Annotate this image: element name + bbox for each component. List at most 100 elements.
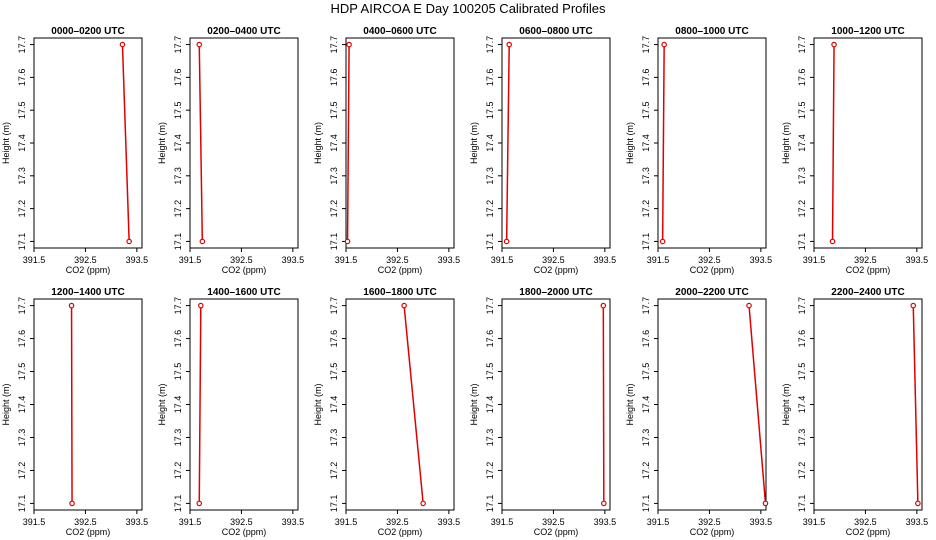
y-tick-label: 17.4: [17, 396, 27, 414]
x-tick-label: 391.5: [335, 255, 358, 265]
data-point: [68, 302, 75, 309]
y-tick-label: 17.5: [329, 101, 339, 119]
panel-title: 0000–0200 UTC: [51, 26, 124, 37]
panel-title: 1200–1400 UTC: [51, 287, 124, 298]
y-tick-label: 17.4: [329, 396, 339, 414]
x-tick-label: 393.5: [438, 517, 461, 527]
data-point: [196, 41, 203, 48]
y-tick-label: 17.1: [329, 233, 339, 251]
x-tick-label: 392.5: [542, 255, 565, 265]
y-tick-label: 17.1: [173, 495, 183, 513]
data-point: [344, 238, 351, 245]
data-point: [69, 500, 75, 507]
x-tick-label: 393.5: [906, 255, 929, 265]
x-tick-label: 393.5: [282, 255, 305, 265]
x-tick-label: 391.5: [23, 517, 46, 527]
profile-panel: 1800–2000 UTC 391.5 392.5 393.5 CO2 (ppm) 17.…: [469, 287, 616, 537]
x-tick-label: 392.5: [386, 517, 409, 527]
data-point: [420, 500, 426, 507]
plot-frame: [657, 37, 767, 249]
data-point: [661, 41, 667, 48]
x-tick-label: 392.5: [542, 517, 565, 527]
y-axis-label: Height (m): [1, 122, 11, 164]
y-tick-label: 17.7: [329, 297, 339, 315]
x-tick-label: 391.5: [803, 517, 826, 527]
profile-panel: 1600–1800 UTC 391.5 392.5 393.5 CO2 (ppm) 17.…: [313, 287, 460, 537]
data-point: [831, 41, 837, 48]
data-point: [401, 302, 407, 309]
y-tick-label: 17.1: [797, 495, 807, 513]
data-point: [126, 238, 132, 245]
y-tick-label: 17.1: [17, 233, 27, 251]
profile-panel: 2200–2400 UTC 391.5 392.5 393.5 CO2 (ppm) 17.…: [781, 287, 928, 537]
data-point: [601, 500, 607, 507]
y-tick-label: 17.5: [17, 101, 27, 119]
panel-title: 1600–1800 UTC: [363, 287, 436, 298]
plot-frame: [657, 298, 767, 511]
y-tick-label: 17.2: [485, 462, 495, 480]
profile-panel: 0400–0600 UTC 391.5 392.5 393.5 CO2 (ppm) 17.…: [313, 26, 460, 275]
y-tick-label: 17.6: [173, 69, 183, 87]
panel-title: 2200–2400 UTC: [831, 287, 904, 298]
y-tick-label: 17.3: [329, 429, 339, 447]
y-tick-label: 17.5: [797, 101, 807, 119]
y-tick-label: 17.4: [797, 134, 807, 152]
y-tick-label: 17.5: [797, 363, 807, 381]
x-tick-label: 392.5: [854, 255, 877, 265]
y-tick-label: 17.1: [641, 233, 651, 251]
y-axis-label: Height (m): [781, 383, 791, 425]
x-tick-label: 392.5: [698, 517, 721, 527]
x-tick-label: 391.5: [491, 517, 514, 527]
x-axis-label: CO2 (ppm): [378, 527, 423, 537]
y-tick-label: 17.2: [17, 462, 27, 480]
y-tick-label: 17.2: [641, 200, 651, 218]
panel-title: 0200–0400 UTC: [207, 26, 280, 37]
x-tick-label: 392.5: [230, 255, 253, 265]
x-tick-label: 392.5: [74, 517, 97, 527]
y-tick-label: 17.2: [173, 462, 183, 480]
data-point: [198, 302, 204, 309]
x-axis-label: CO2 (ppm): [66, 527, 111, 537]
x-tick-label: 393.5: [594, 255, 617, 265]
profile-line: [912, 305, 919, 504]
y-tick-label: 17.7: [797, 36, 807, 54]
y-tick-label: 17.1: [485, 495, 495, 513]
x-tick-label: 391.5: [179, 517, 202, 527]
plot-frame: [33, 298, 143, 511]
x-axis-label: CO2 (ppm): [846, 265, 891, 275]
y-tick-label: 17.6: [641, 330, 651, 348]
x-tick-label: 392.5: [74, 255, 97, 265]
y-axis-label: Height (m): [781, 122, 791, 164]
profile-line: [831, 44, 835, 242]
y-tick-label: 17.6: [641, 69, 651, 87]
y-tick-label: 17.5: [17, 363, 27, 381]
profile-line: [121, 44, 130, 242]
profile-line: [602, 305, 605, 504]
panel-title: 1800–2000 UTC: [519, 287, 592, 298]
panel-title: 0600–0800 UTC: [519, 26, 592, 37]
y-tick-label: 17.3: [173, 429, 183, 447]
x-tick-label: 392.5: [386, 255, 409, 265]
data-point: [915, 500, 921, 507]
data-point: [746, 302, 752, 309]
data-point: [503, 238, 510, 245]
y-axis-label: Height (m): [313, 383, 323, 425]
profile-line: [346, 44, 350, 242]
x-tick-label: 393.5: [594, 517, 617, 527]
x-tick-label: 391.5: [23, 255, 46, 265]
x-axis-label: CO2 (ppm): [846, 527, 891, 537]
y-tick-label: 17.6: [485, 69, 495, 87]
y-tick-label: 17.5: [485, 363, 495, 381]
y-tick-label: 17.4: [641, 134, 651, 152]
x-tick-label: 393.5: [126, 517, 149, 527]
profile-panel: 0600–0800 UTC 391.5 392.5 393.5 CO2 (ppm) 17.…: [469, 26, 616, 275]
x-tick-label: 393.5: [438, 255, 461, 265]
y-tick-label: 17.4: [797, 396, 807, 414]
figure-title: HDP AIRCOA E Day 100205 Calibrated Profi…: [330, 1, 606, 16]
data-point: [506, 41, 513, 48]
profile-line: [198, 305, 202, 504]
x-tick-label: 393.5: [126, 255, 149, 265]
panel-title: 1000–1200 UTC: [831, 26, 904, 37]
y-tick-label: 17.2: [485, 200, 495, 218]
